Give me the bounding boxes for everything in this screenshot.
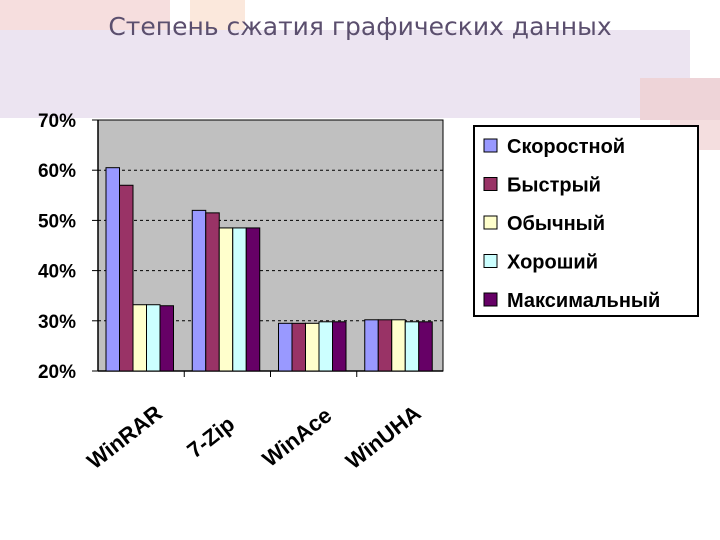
legend-swatch (483, 254, 498, 268)
legend-box (473, 125, 699, 317)
y-tick-label: 20% (38, 362, 76, 383)
bar (232, 227, 247, 372)
bar (191, 209, 207, 372)
y-tick-label: 40% (38, 262, 76, 283)
x-category-label: WinAce (258, 402, 337, 471)
legend-swatch (483, 177, 498, 191)
bar (305, 322, 320, 372)
legend-swatch (483, 292, 498, 307)
bar (205, 212, 220, 372)
legend-label: Хороший (507, 252, 598, 274)
y-tick-label: 70% (38, 111, 76, 132)
legend-label: Обычный (507, 213, 605, 235)
bar (278, 322, 293, 372)
legend-swatch (483, 215, 498, 230)
decor-block-right (640, 78, 720, 120)
legend-label: Быстрый (507, 175, 601, 197)
x-category-label: WinUHA (341, 400, 426, 474)
bar (119, 184, 134, 372)
bar (391, 319, 406, 372)
bar (218, 227, 234, 372)
bar (105, 167, 120, 372)
y-tick-label: 30% (38, 312, 76, 333)
bar (404, 321, 420, 372)
x-category-label: 7-Zip (182, 411, 239, 463)
slide-title: Степень сжатия графических данных (108, 12, 612, 41)
x-category-label: WinRAR (82, 400, 167, 474)
y-tick-label: 60% (38, 161, 76, 182)
bar (132, 304, 147, 372)
bar (159, 305, 174, 372)
y-tick-label: 50% (38, 211, 76, 232)
decor-title-band (0, 30, 690, 118)
bar (418, 321, 433, 372)
bar (364, 319, 379, 372)
bar (318, 321, 333, 372)
bar (332, 321, 347, 372)
bar (245, 227, 261, 372)
bar (377, 319, 393, 372)
legend-label: Максимальный (507, 290, 660, 312)
legend-swatch (483, 138, 498, 153)
bar (291, 322, 306, 372)
legend-label: Скоростной (507, 136, 625, 158)
bar (146, 304, 161, 372)
